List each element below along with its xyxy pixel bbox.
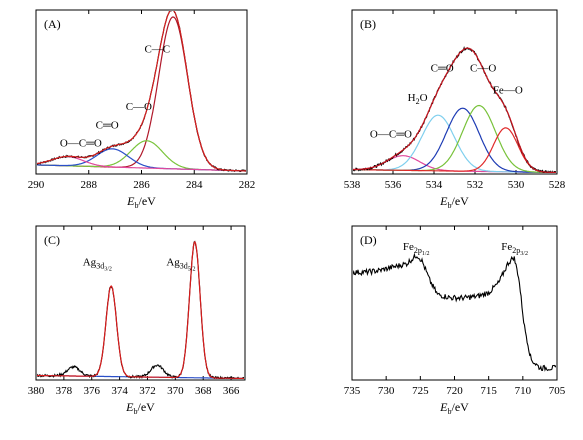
x-tick-label: 710 [515,385,532,397]
x-tick-label: 288 [81,179,98,191]
x-axis-label: Eb/eV [439,400,469,416]
x-tick-label: 370 [167,385,184,397]
x-tick-label: 532 [467,179,484,191]
series-group [37,240,244,379]
peak-annotation: Fe2p1/2 [403,241,430,257]
peak-annotation: Ag3d5/2 [166,256,195,272]
series-fit-line [37,240,244,379]
peak-annotation: C—O [126,101,152,113]
x-tick-label: 534 [426,179,443,191]
series-raw-line [353,45,556,173]
x-tick-label: 725 [412,385,429,397]
panel-label: (B) [360,17,376,31]
panel-label: (A) [44,17,61,31]
x-tick-label: 730 [378,385,395,397]
x-tick-label: 720 [446,385,463,397]
x-tick-label: 282 [239,179,256,191]
panel-2: (B) 538 536 534 532 530 528 Eb/eV C═O C—O H2O Fe—O O… [344,9,566,210]
x-tick-label: 530 [508,179,525,191]
x-tick-label: 284 [186,179,203,191]
x-tick-label: 374 [111,385,128,397]
x-tick-label: 715 [480,385,497,397]
peak-annotation: C═O [431,63,454,75]
peak-annotation: C═O [96,119,119,131]
peak-annotation: Fe2p3/2 [501,241,528,257]
series-group [353,45,556,173]
x-tick-label: 536 [385,179,402,191]
x-tick-label: 376 [83,385,100,397]
x-tick-label: 368 [195,385,212,397]
x-tick-label: 705 [549,385,566,397]
peak-annotation: O—C═O [370,128,412,140]
series-component-line [353,127,556,173]
peak-annotation: Fe—O [493,84,523,96]
x-tick-label: 286 [133,179,150,191]
x-tick-label: 538 [344,179,361,191]
series-group [353,252,556,372]
plot-frame [351,9,558,175]
panel-label: (D) [360,233,377,247]
peak-annotation: O—C═O [60,138,102,150]
series-fit-line [37,11,246,172]
peak-annotation: C—C [144,44,170,56]
series-group [37,11,246,173]
peak-annotation: Ag3d3/2 [83,256,112,272]
panel-3: (C) 380 378 376 374 372 370 368 366 Eb/eV Ag3d3/2 A… [28,225,246,416]
x-axis-label: Eb/eV [125,400,155,416]
peak-annotation: H2O [408,92,428,106]
x-tick-label: 380 [28,385,45,397]
series-raw-line [353,252,556,372]
panel-label: (C) [44,233,60,247]
x-tick-label: 378 [56,385,73,397]
plot-frame [351,225,558,381]
series-fit-line [353,47,556,173]
panel-4: (D) 735 730 725 720 715 710 705 Eb/eV Fe2p1/2 Fe2p… [344,225,566,416]
x-axis-label: Eb/eV [439,194,469,210]
x-tick-label: 735 [344,385,361,397]
series-raw-line [37,240,244,379]
panel-1: (A) 290 288 286 284 282 Eb/eV C—C C—O C═O O—C═O [28,9,256,210]
plot-frame [35,225,246,381]
x-tick-label: 528 [549,179,566,191]
x-tick-label: 372 [139,385,156,397]
peak-annotation: C—O [470,63,496,75]
x-tick-label: 366 [223,385,240,397]
x-axis-label: Eb/eV [126,194,156,210]
x-tick-label: 290 [28,179,45,191]
